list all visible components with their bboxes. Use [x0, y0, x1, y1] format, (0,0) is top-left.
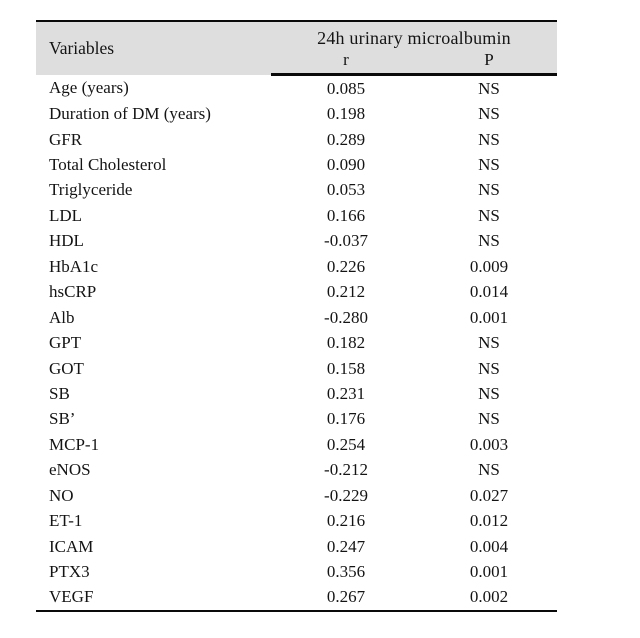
r-value-cell: 0.198	[326, 104, 366, 124]
variable-cell: GPT	[49, 333, 82, 353]
variable-cell: Alb	[49, 307, 75, 327]
p-value-cell: NS	[478, 205, 500, 225]
table-row: HDL -0.037 NS	[36, 229, 557, 254]
r-value-cell: 0.254	[326, 434, 366, 454]
variable-cell: HDL	[49, 231, 84, 251]
p-value-cell: 0.001	[469, 562, 509, 582]
r-value-cell: 0.166	[326, 205, 366, 225]
p-value-cell: NS	[478, 104, 500, 124]
table-row: LDL 0.166 NS	[36, 203, 557, 228]
r-value-cell: 0.267	[326, 587, 366, 607]
r-value-cell: -0.037	[324, 231, 368, 251]
header-sub-row: r P	[36, 50, 558, 76]
r-value-cell: 0.231	[326, 383, 366, 403]
variables-column-header: Variables	[36, 21, 271, 75]
table-row: Triglyceride 0.053 NS	[36, 178, 557, 203]
variable-cell: LDL	[49, 205, 83, 225]
table-row: HbA1c 0.226 0.009	[36, 254, 557, 279]
variable-cell: HbA1c	[49, 256, 99, 276]
r-value-cell: 0.356	[326, 562, 366, 582]
r-column-header: r	[271, 50, 421, 76]
r-value-cell: -0.212	[324, 460, 368, 480]
header-group-row: Variables 24h urinary microalbumin	[36, 21, 558, 75]
r-value-cell: 0.247	[326, 536, 366, 556]
p-value-cell: 0.012	[469, 511, 509, 531]
r-value-cell: -0.229	[324, 485, 368, 505]
variable-cell: MCP-1	[49, 434, 100, 454]
variable-cell: SB	[49, 383, 70, 403]
table-row: VEGF 0.267 0.002	[36, 585, 557, 611]
variable-cell: hsCRP	[49, 282, 97, 302]
p-value-cell: NS	[478, 180, 500, 200]
table-row: GPT 0.182 NS	[36, 330, 557, 355]
table-row: ICAM 0.247 0.004	[36, 534, 557, 559]
table-row: GOT 0.158 NS	[36, 356, 557, 381]
variable-cell: Duration of DM (years)	[49, 104, 211, 124]
group-column-header: 24h urinary microalbumin	[271, 21, 558, 50]
table-row: NO -0.229 0.027	[36, 483, 557, 508]
p-value-cell: 0.009	[469, 256, 509, 276]
r-value-cell: 0.158	[326, 358, 366, 378]
r-value-cell: 0.182	[326, 333, 366, 353]
variable-cell: ICAM	[49, 536, 94, 556]
r-value-cell: 0.226	[326, 256, 366, 276]
r-value-cell: 0.090	[326, 155, 366, 175]
table-row: hsCRP 0.212 0.014	[36, 280, 557, 305]
p-value-cell: NS	[478, 78, 500, 98]
variable-cell: ET-1	[49, 511, 83, 531]
correlation-table: Variables 24h urinary microalbumin r P A…	[36, 20, 558, 613]
variable-cell: NO	[49, 485, 74, 505]
variable-cell: VEGF	[49, 587, 94, 607]
p-column-header: P	[421, 50, 558, 76]
variable-cell: Total Cholesterol	[49, 155, 167, 175]
variable-cell: GOT	[49, 358, 84, 378]
table-row: SB 0.231 NS	[36, 381, 557, 406]
p-value-cell: 0.003	[469, 434, 509, 454]
table-row: PTX3 0.356 0.001	[36, 559, 557, 584]
table-row: ET-1 0.216 0.012	[36, 508, 557, 533]
p-value-cell: NS	[478, 155, 500, 175]
r-value-cell: 0.216	[326, 511, 366, 531]
variable-cell: GFR	[49, 129, 83, 149]
table-row: Total Cholesterol 0.090 NS	[36, 152, 557, 177]
p-value-cell: NS	[478, 129, 500, 149]
r-value-cell: -0.280	[324, 307, 368, 327]
table-row: SB’ 0.176 NS	[36, 407, 557, 432]
p-value-cell: NS	[478, 460, 500, 480]
p-value-cell: NS	[478, 383, 500, 403]
table-header: Variables 24h urinary microalbumin r P	[36, 21, 558, 76]
r-value-cell: 0.212	[326, 282, 366, 302]
table-row: eNOS -0.212 NS	[36, 458, 557, 483]
p-value-cell: NS	[478, 333, 500, 353]
p-value-cell: NS	[478, 358, 500, 378]
r-value-cell: 0.053	[326, 180, 366, 200]
variable-cell: Triglyceride	[49, 180, 133, 200]
table-row: Duration of DM (years) 0.198 NS	[36, 101, 557, 126]
p-value-cell: NS	[478, 409, 500, 429]
table-body: Age (years) 0.085 NS Duration of DM (years)…	[36, 75, 557, 612]
p-value-cell: NS	[478, 231, 500, 251]
variable-cell: SB’	[49, 409, 76, 429]
r-value-cell: 0.176	[326, 409, 366, 429]
table-row: MCP-1 0.254 0.003	[36, 432, 557, 457]
p-value-cell: 0.027	[469, 485, 509, 505]
table-row: Alb -0.280 0.001	[36, 305, 557, 330]
table-row: Age (years) 0.085 NS	[36, 75, 557, 102]
p-value-cell: 0.001	[469, 307, 509, 327]
r-value-cell: 0.085	[326, 78, 366, 98]
p-value-cell: 0.004	[469, 536, 509, 556]
r-value-cell: 0.289	[326, 129, 366, 149]
variable-cell: Age (years)	[49, 77, 129, 97]
table-row: GFR 0.289 NS	[36, 127, 557, 152]
variable-cell: PTX3	[49, 562, 90, 582]
variable-cell: eNOS	[49, 460, 91, 480]
p-value-cell: 0.002	[469, 587, 509, 607]
p-value-cell: 0.014	[469, 282, 509, 302]
correlation-table-grid: Variables 24h urinary microalbumin r P A…	[36, 20, 558, 613]
